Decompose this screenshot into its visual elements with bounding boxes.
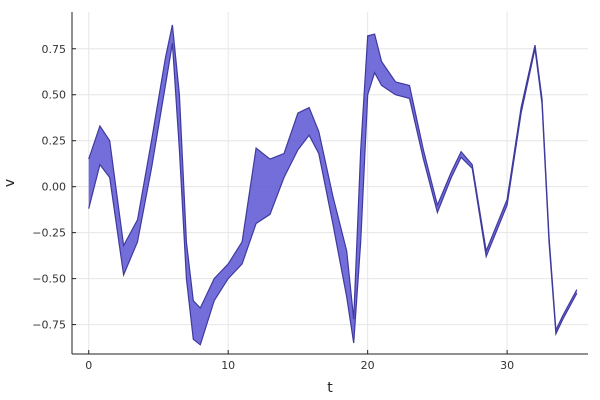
y-tick-label: −0.50 xyxy=(32,273,66,286)
x-tick-label: 0 xyxy=(85,359,92,372)
series-band-area xyxy=(88,24,577,345)
x-tick-labels: 0 10 20 30 xyxy=(85,359,514,372)
y-axis-label: v xyxy=(2,179,18,187)
x-tick-label: 10 xyxy=(221,359,235,372)
x-tick-label: 30 xyxy=(500,359,514,372)
y-tick-label: −0.25 xyxy=(32,227,66,240)
y-tick-label: −0.75 xyxy=(32,319,66,332)
y-tick-label: 0.00 xyxy=(42,181,67,194)
y-tick-label: 0.50 xyxy=(42,89,67,102)
axes xyxy=(71,12,588,355)
series-upper-edge xyxy=(88,24,578,333)
y-tick-label: 0.75 xyxy=(42,43,67,56)
x-axis-label: t xyxy=(327,380,333,396)
x-tick-label: 20 xyxy=(361,359,375,372)
y-tick-label: 0.25 xyxy=(42,135,67,148)
series-band xyxy=(88,24,578,346)
y-tick-labels: −0.75 −0.50 −0.25 0.00 0.25 0.50 0.75 xyxy=(32,43,66,332)
series-lower-edge xyxy=(88,43,578,346)
